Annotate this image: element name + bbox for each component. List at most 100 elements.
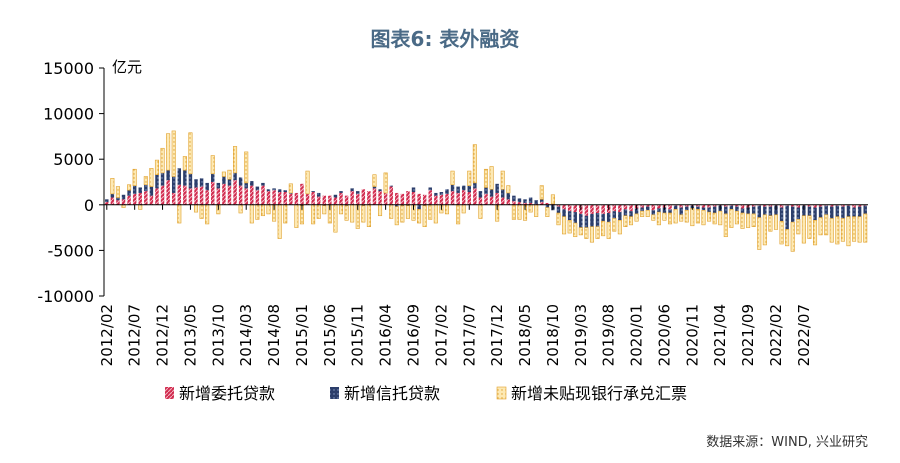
bar-segment [829, 218, 834, 243]
bar-segment [434, 192, 438, 196]
bar-segment [250, 185, 254, 205]
bar-segment [595, 213, 600, 227]
bar-segment [857, 206, 862, 217]
bar-segment [696, 204, 700, 207]
bar-segment [818, 204, 823, 207]
bar-segment [634, 208, 639, 214]
x-tick-label: 2020/06 [655, 304, 673, 366]
x-tick-label: 2018/10 [544, 304, 562, 366]
bar-segment [105, 199, 109, 203]
bar-segment [695, 209, 700, 224]
bar-segment [227, 169, 232, 180]
x-tick-label: 2017/07 [460, 304, 478, 366]
bar-segment [606, 213, 611, 223]
bar-segment [283, 190, 287, 193]
bar-segment [205, 204, 210, 225]
bar-segment [578, 227, 583, 236]
y-tick-label: 5000 [53, 150, 94, 169]
bar-segment [651, 204, 656, 211]
bar-segment [417, 204, 421, 210]
bar-segment [183, 170, 187, 186]
bar-segment [651, 210, 656, 215]
x-tick-label: 2014/03 [237, 304, 255, 366]
bar-segment [110, 178, 115, 195]
bar-segment [210, 155, 215, 175]
bar-segment [350, 188, 354, 192]
bar-segment [333, 197, 338, 205]
bar-segment [300, 183, 304, 205]
bar-segment [244, 182, 248, 189]
bar-segment [740, 208, 745, 214]
bar-segment [484, 193, 488, 205]
bar-segment [840, 218, 845, 242]
bar-segment [378, 191, 382, 205]
bar-segment [260, 204, 265, 217]
bar-segment [261, 182, 265, 186]
bar-segment [818, 206, 823, 218]
bar-segment [796, 219, 801, 235]
x-tick-label: 2012/02 [98, 304, 116, 366]
bar-segment [601, 213, 605, 222]
bar-segment [411, 187, 416, 193]
bar-segment [389, 185, 393, 187]
bar-segment [852, 216, 857, 242]
x-axis: 2012/02 2012/07 2012/12 2013/05 2013/10 2014/… [98, 204, 868, 366]
bar-segment [506, 185, 511, 194]
bar-segment [512, 201, 516, 205]
bar-segment [690, 208, 695, 227]
bar-segment [316, 204, 321, 219]
bar-segment [763, 206, 767, 215]
bar-segment [294, 192, 299, 205]
legend-item: 新增信托贷款 [330, 384, 440, 403]
bar-segment [171, 130, 176, 177]
bar-segment [668, 209, 672, 214]
bar-segment [662, 212, 667, 221]
bar-segment [350, 191, 354, 205]
bar-segment [640, 204, 644, 208]
bar-segment [400, 205, 405, 223]
bar-segment [528, 204, 533, 213]
x-tick-label: 2017/02 [432, 304, 450, 366]
bar-segment [105, 202, 109, 205]
bar-segment [540, 202, 544, 205]
chart-title: 图表6: 表外融资 [371, 27, 520, 51]
bar-segment [830, 206, 834, 219]
bar-segment [444, 204, 449, 215]
bar-segment [629, 211, 633, 217]
bar-segment [177, 204, 182, 224]
bar-segment [383, 172, 388, 194]
bar-segment [116, 197, 120, 201]
x-tick-label: 2022/02 [767, 304, 785, 366]
bar-segment [283, 204, 288, 224]
bar-segment [344, 195, 349, 205]
bar-segment [768, 206, 773, 216]
bar-segment [617, 220, 622, 235]
bar-segment [751, 206, 756, 214]
bar-segment [361, 205, 366, 223]
bar-segment [149, 168, 154, 187]
bar-segment [601, 204, 605, 214]
bar-segment [316, 192, 321, 197]
bar-segment [757, 205, 761, 218]
bar-segment [556, 204, 561, 207]
legend-item: 新增未贴现银行承兑汇票 [496, 384, 687, 403]
bar-segment [417, 193, 421, 205]
bar-segment [846, 205, 851, 217]
y-tick-label: -10000 [37, 287, 94, 306]
x-tick-label: 2016/04 [377, 304, 395, 366]
bar-segment [623, 204, 628, 210]
bar-segment [417, 209, 422, 224]
bar-segment [439, 192, 444, 195]
bar-segment [155, 174, 159, 189]
bar-segment [277, 204, 282, 239]
bar-segment [188, 132, 193, 175]
x-tick-label: 2015/11 [349, 304, 367, 366]
bar-segment [550, 194, 555, 205]
bar-segment [528, 202, 533, 205]
bar-segment [712, 212, 717, 225]
bar-segment [266, 189, 271, 192]
bar-segment [154, 159, 160, 176]
legend-swatch [496, 386, 507, 400]
bar-segment [707, 204, 711, 208]
bar-segment [495, 192, 499, 205]
